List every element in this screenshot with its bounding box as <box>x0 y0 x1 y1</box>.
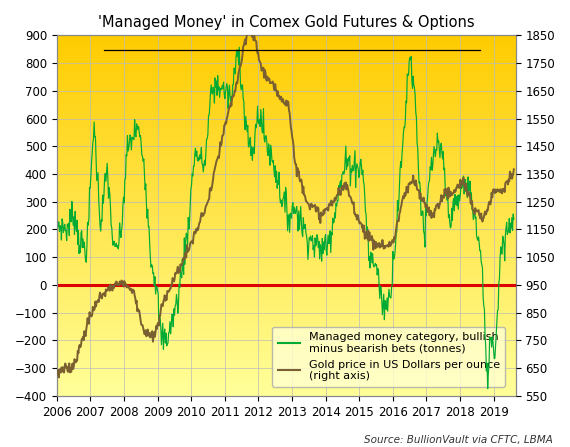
Legend: Managed money category, bullish
minus bearish bets (tonnes), Gold price in US Do: Managed money category, bullish minus be… <box>272 327 506 387</box>
Title: 'Managed Money' in Comex Gold Futures & Options: 'Managed Money' in Comex Gold Futures & … <box>98 15 474 30</box>
Text: Source: BullionVault via CFTC, LBMA: Source: BullionVault via CFTC, LBMA <box>364 435 553 445</box>
